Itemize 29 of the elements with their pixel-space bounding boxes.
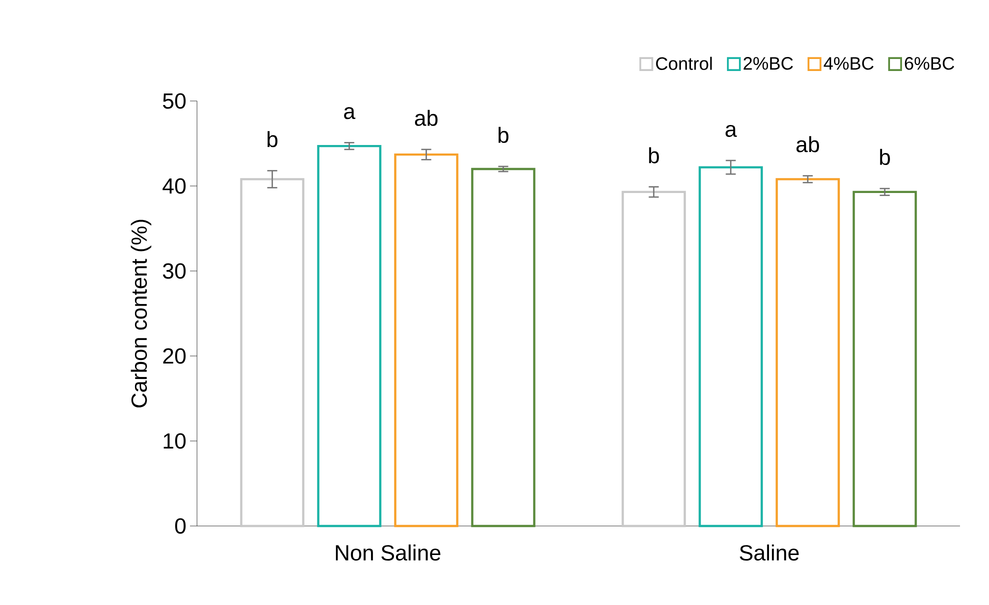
legend-label: 4%BC: [824, 57, 874, 70]
annotation: ab: [796, 136, 820, 152]
y-axis-title: Carbon content (%): [130, 220, 152, 408]
annotation: b: [498, 126, 508, 143]
bar: [471, 168, 536, 528]
bar: [394, 153, 458, 528]
x-tick-label: Non Saline: [336, 544, 440, 561]
annotation: b: [649, 147, 659, 164]
bar: [698, 166, 763, 528]
annotation: ab: [415, 110, 438, 126]
bar: [317, 144, 382, 528]
y-tick-label: 40: [162, 178, 186, 194]
y-tick-label: 50: [162, 93, 186, 109]
annotation: a: [344, 107, 356, 120]
legend-label: 2%BC: [744, 57, 793, 70]
bar: [852, 190, 917, 528]
y-tick-label: 0: [175, 518, 186, 534]
bar: [622, 190, 686, 528]
x-tick-label: Saline: [740, 544, 799, 561]
y-tick-label: 10: [164, 433, 186, 449]
annotation: b: [880, 148, 890, 166]
bar: [776, 178, 840, 528]
legend-label: 6%BC: [904, 57, 954, 70]
bar: [240, 178, 304, 528]
y-tick-label: 30: [162, 263, 186, 279]
annotation: b: [268, 131, 278, 148]
legend-label: Control: [656, 56, 712, 70]
y-tick-label: 20: [163, 348, 186, 364]
annotation: a: [726, 124, 737, 137]
